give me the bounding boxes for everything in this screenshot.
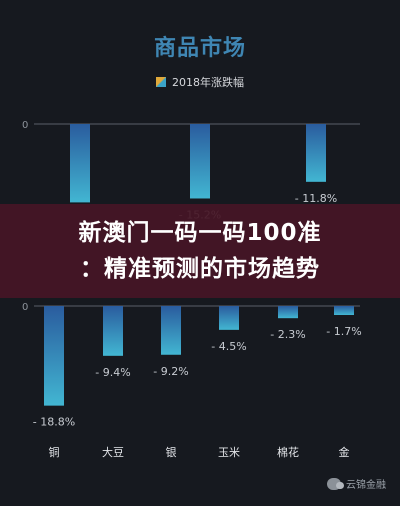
top-zero-tick-label: 0	[22, 120, 28, 131]
chart-title: 商品市场	[153, 36, 246, 61]
bar-value-label: - 9.4%	[95, 366, 130, 379]
category-label: 金	[339, 445, 350, 459]
watermark: 云锦金融	[327, 476, 386, 491]
category-label: 棉花	[277, 445, 299, 459]
top-bar-label-2: - 11.8%	[295, 192, 337, 205]
wechat-icon	[327, 477, 344, 490]
bar-玉米	[219, 306, 239, 330]
category-label: 玉米	[218, 446, 240, 459]
bar-value-label: - 9.2%	[153, 365, 188, 378]
zero-tick-label: 0	[22, 302, 28, 313]
headline-banner: 新澳门一码一码100准 ：精准预测的市场趋势	[0, 204, 400, 298]
watermark-text: 云锦金融	[346, 480, 386, 491]
bar-value-label: - 18.8%	[33, 416, 75, 429]
bar-value-label: - 2.3%	[270, 328, 305, 341]
top-bar-0	[70, 124, 90, 203]
category-label: 大豆	[102, 445, 124, 459]
bar-银	[161, 306, 181, 355]
legend-swatch	[156, 77, 166, 87]
headline-line-1: 新澳门一码一码100准	[78, 220, 322, 246]
bar-铜	[44, 306, 64, 406]
chart-legend: 2018年涨跌幅	[0, 74, 400, 90]
bar-大豆	[103, 306, 123, 356]
category-label: 银	[166, 445, 177, 459]
category-label: 铜	[49, 445, 60, 459]
bar-value-label: - 1.7%	[326, 325, 361, 338]
bar-棉花	[278, 306, 298, 319]
headline-line-2: ：精准预测的市场趋势	[80, 256, 320, 282]
top-bar-1	[190, 124, 210, 199]
top-bar-2	[306, 124, 326, 182]
legend-label: 2018年涨跌幅	[172, 76, 244, 89]
bar-金	[334, 306, 354, 316]
bar-value-label: - 4.5%	[211, 340, 246, 353]
